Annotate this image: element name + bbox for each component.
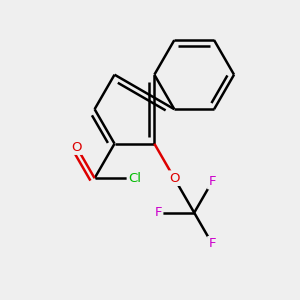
Text: O: O: [71, 141, 82, 154]
Text: F: F: [154, 206, 162, 219]
Text: F: F: [208, 175, 216, 188]
Text: O: O: [169, 172, 179, 185]
Text: F: F: [208, 237, 216, 250]
Text: Cl: Cl: [128, 172, 141, 185]
